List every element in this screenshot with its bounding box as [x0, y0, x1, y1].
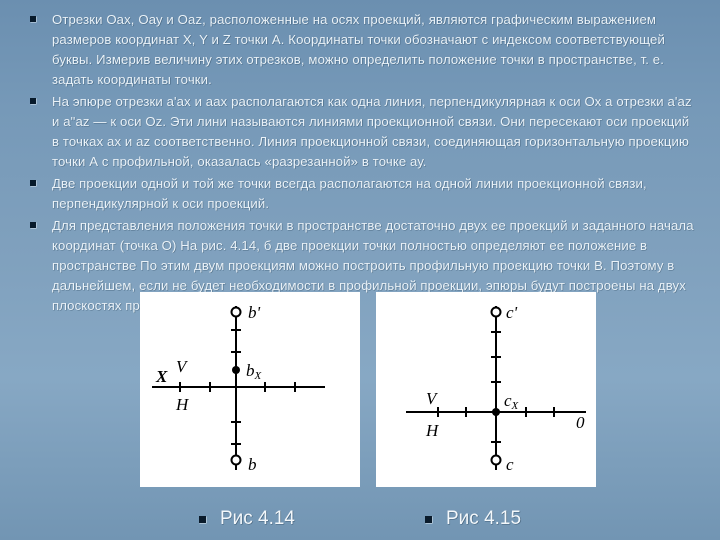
svg-text:X: X [155, 367, 168, 386]
svg-text:V: V [426, 389, 439, 408]
svg-text:0: 0 [576, 413, 585, 432]
bullet-list: Отрезки Оах, Оау и Oaz, расположенные на… [22, 10, 698, 316]
slide: Отрезки Оах, Оау и Oaz, расположенные на… [0, 0, 720, 540]
item-text: Две проекции одной и той же точки всегда… [52, 176, 647, 211]
svg-text:H: H [425, 421, 440, 440]
list-item: Две проекции одной и той же точки всегда… [22, 174, 698, 214]
list-item: На эпюре отрезки а'ах и аах располагаютс… [22, 92, 698, 172]
figures-row: b' bX X V H b [140, 292, 620, 492]
svg-text:cX: cX [504, 391, 520, 412]
svg-text:b': b' [248, 303, 261, 322]
svg-text:V: V [176, 357, 189, 376]
figure-414: b' bX X V H b [140, 292, 360, 487]
caption-415: Рис 4.15 [425, 508, 521, 530]
svg-text:c: c [506, 455, 514, 474]
list-item: Отрезки Оах, Оау и Oaz, расположенные на… [22, 10, 698, 90]
item-text: На эпюре отрезки а'ах и аах располагаютс… [52, 94, 692, 169]
figure-415-svg: c' cX V H 0 c [376, 292, 596, 487]
bullet-icon [199, 516, 206, 523]
svg-text:H: H [175, 395, 190, 414]
svg-text:bX: bX [246, 361, 263, 382]
svg-text:b: b [248, 455, 257, 474]
figure-415: c' cX V H 0 c [376, 292, 596, 487]
caption-415-text: Рис 4.15 [446, 508, 521, 530]
text-content: Отрезки Оах, Оау и Oaz, расположенные на… [0, 0, 720, 316]
figure-414-svg: b' bX X V H b [140, 292, 360, 487]
item-text: Отрезки Оах, Оау и Oaz, расположенные на… [52, 12, 665, 87]
caption-414: Рис 4.14 [199, 508, 295, 530]
caption-414-text: Рис 4.14 [220, 508, 295, 530]
bullet-icon [425, 516, 432, 523]
captions-row: Рис 4.14 Рис 4.15 [0, 508, 720, 530]
svg-text:c': c' [506, 303, 518, 322]
